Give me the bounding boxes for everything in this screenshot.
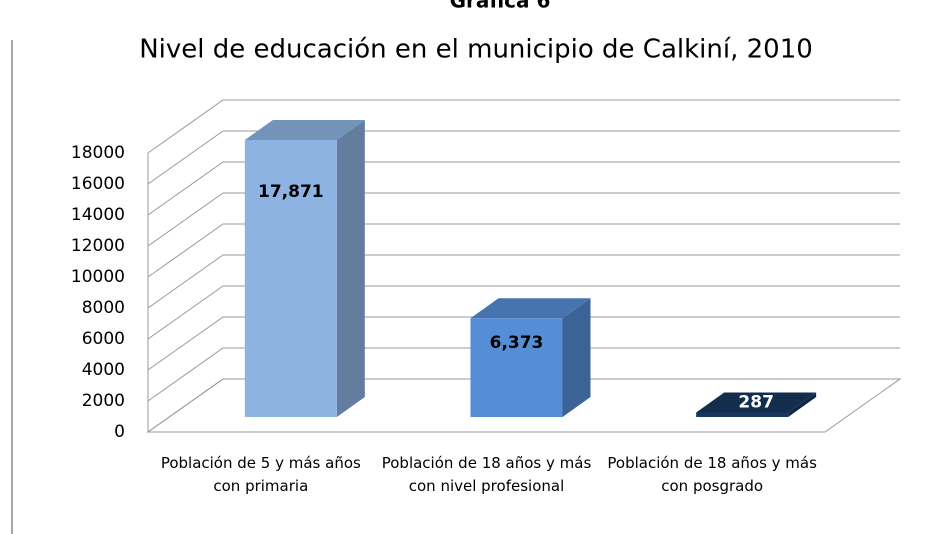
bar-side [336, 119, 365, 417]
grid-line [147, 285, 900, 340]
grid-line [147, 192, 900, 247]
bar [696, 392, 817, 417]
grid-line [147, 254, 900, 309]
data-label: 17,871 [258, 182, 324, 202]
x-tick-label: Población de 5 y más años con primaria [160, 454, 361, 495]
grid-line [147, 347, 900, 402]
grid-line [147, 130, 900, 185]
data-label: 287 [738, 393, 774, 413]
bar-front [470, 318, 563, 417]
grid-line [147, 161, 900, 216]
y-tick-label: 14000 [71, 205, 125, 225]
bar-top [244, 119, 365, 140]
bar [244, 119, 365, 417]
bar-top [470, 298, 591, 319]
y-tick-label: 18000 [71, 143, 125, 163]
bar-side [788, 392, 817, 417]
y-tick-label: 16000 [71, 174, 125, 194]
chart-title: Nivel de educación en el municipio de Ca… [139, 35, 813, 65]
y-tick-label: 10000 [71, 267, 125, 287]
grid-line [147, 99, 900, 154]
y-tick-label: 8000 [82, 298, 125, 318]
bar-front [696, 412, 789, 417]
data-label: 6,373 [490, 333, 544, 353]
bar-side [562, 298, 591, 417]
y-tick-label: 6000 [82, 329, 125, 349]
caption: Gráfica 6 [450, 0, 551, 13]
x-tick-label: Población de 18 años y más con posgrado [607, 454, 817, 495]
grid-line [147, 223, 900, 278]
x-tick-label: Población de 18 años y más con nivel pro… [381, 454, 592, 495]
y-tick-label: 12000 [71, 236, 125, 256]
grid-line [147, 316, 900, 371]
y-tick-label: 0 [114, 422, 125, 442]
grid-line [147, 378, 900, 433]
bar-top [696, 392, 817, 413]
bar-front [244, 139, 337, 417]
y-tick-label: 4000 [82, 360, 125, 380]
y-tick-label: 2000 [82, 391, 125, 411]
bar [470, 298, 591, 417]
